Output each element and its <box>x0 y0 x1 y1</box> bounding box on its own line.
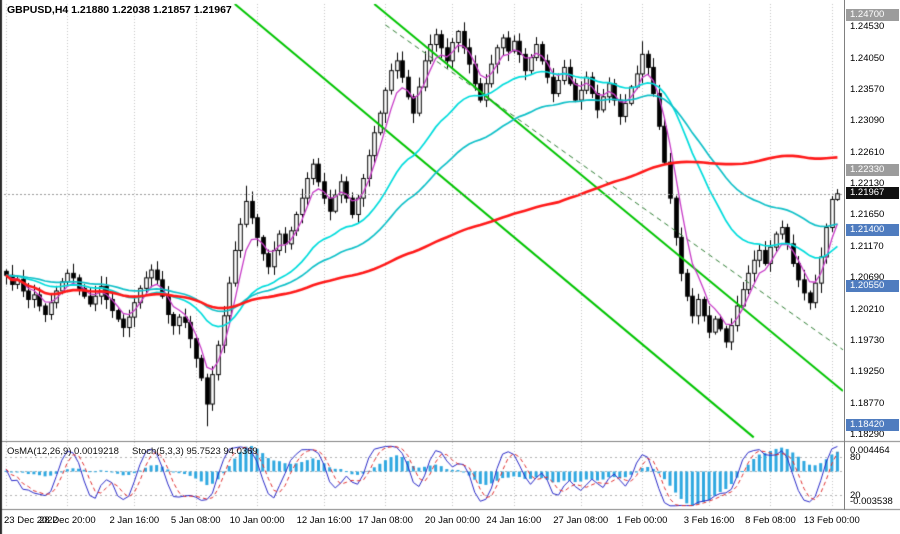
time-label: 8 Feb 08:00 <box>745 515 796 526</box>
time-label: 23 Dec 2022 <box>4 515 58 526</box>
time-label: 28 Dec 20:00 <box>39 515 96 526</box>
price-tick-label: 1.21650 <box>850 209 885 221</box>
price-tick-label: 1.24050 <box>850 52 885 64</box>
price-tick-label: 1.22610 <box>850 146 885 158</box>
stoch-indicator-label: Stoch(5,3,3) 95.7523 94.0369 <box>132 446 258 457</box>
indicator-scale-label: 80 <box>850 451 861 463</box>
price-tick-label: 1.18290 <box>850 429 885 441</box>
price-level-badge: 1.24700 <box>846 8 899 21</box>
price-tick-label: 1.19730 <box>850 334 885 346</box>
price-tick-label: 1.18770 <box>850 397 885 409</box>
price-tick-label: 1.23570 <box>850 83 885 95</box>
price-tick-label: 1.20210 <box>850 303 885 315</box>
time-label: 13 Feb 00:00 <box>803 515 860 526</box>
time-label: 17 Jan 08:00 <box>357 515 413 526</box>
price-tick-label: 1.22130 <box>850 178 885 190</box>
price-axis[interactable]: 1.24530 1.24050 1.23570 1.23090 1.22610 1.221… <box>844 0 900 510</box>
price-level-badge: 1.18420 <box>846 419 899 432</box>
indicator-scale-label: -0.003538 <box>850 496 893 507</box>
time-axis[interactable]: 23 Dec 2022 28 Dec 20:00 2 Jan 16:00 5 Jan … <box>0 510 860 534</box>
time-label: 24 Jan 16:00 <box>486 515 542 526</box>
price-level-badge: 1.22330 <box>846 163 899 176</box>
time-label: 20 Jan 00:00 <box>424 515 480 526</box>
time-label: 1 Feb 00:00 <box>616 515 668 526</box>
time-label: 10 Jan 00:00 <box>229 515 285 526</box>
indicator-scale-label: 0.004464 <box>850 445 890 456</box>
time-label: 3 Feb 16:00 <box>683 515 735 526</box>
price-tick-label: 1.24530 <box>850 21 885 33</box>
price-tick-label: 1.20690 <box>850 272 885 284</box>
price-tick-label: 1.21170 <box>850 240 884 252</box>
osma-indicator-label: OsMA(12,26,9) 0.0019218 <box>7 446 119 457</box>
price-tick-label: 1.23090 <box>850 115 885 127</box>
time-label: 2 Jan 16:00 <box>109 515 160 526</box>
price-level-badge: 1.20550 <box>846 279 899 292</box>
symbol-ohlc-label: GBPUSD,H4 1.21880 1.22038 1.21857 1.2196… <box>7 4 232 16</box>
indicator-scale-label: 20 <box>850 490 861 502</box>
time-label: 5 Jan 08:00 <box>170 515 221 526</box>
time-label: 27 Jan 08:00 <box>553 515 609 526</box>
price-level-badge: 1.21400 <box>846 224 899 237</box>
time-label: 12 Jan 16:00 <box>296 515 352 526</box>
price-tick-label: 1.19250 <box>850 366 885 378</box>
current-price-badge: 1.21967 <box>846 187 899 200</box>
